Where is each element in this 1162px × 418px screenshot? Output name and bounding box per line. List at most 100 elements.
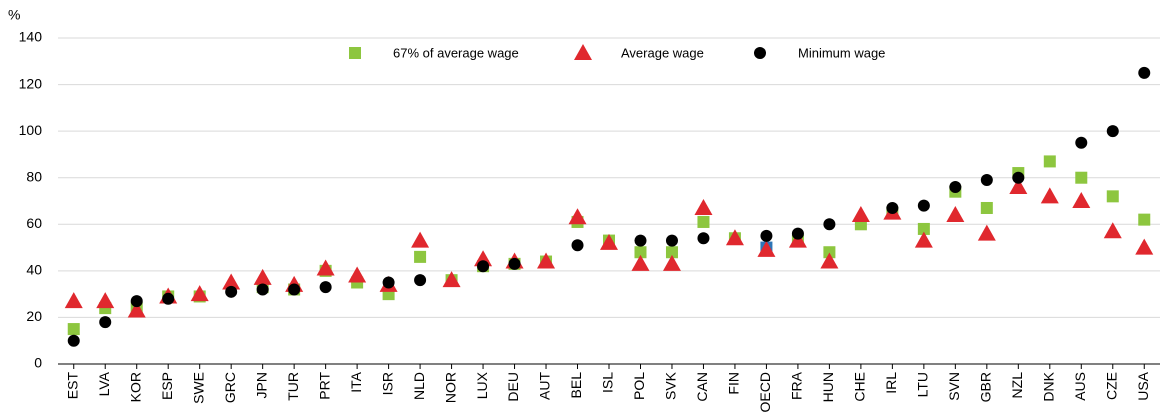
x-tick-label: GRC (222, 372, 238, 403)
point (1072, 192, 1091, 208)
point (67, 323, 80, 336)
point (917, 199, 930, 212)
x-tick-label: CHE (852, 372, 868, 402)
x-tick-label: KOR (127, 372, 143, 402)
point (886, 201, 899, 214)
point (760, 229, 773, 242)
point (665, 246, 678, 259)
legend-label: Minimum wage (798, 45, 885, 60)
point (411, 231, 430, 248)
point (1075, 171, 1088, 184)
legend-marker (754, 47, 766, 59)
point (537, 252, 556, 269)
point (980, 201, 993, 214)
x-tick-label: BEL (568, 372, 584, 399)
x-tick-label: SVK (663, 371, 679, 400)
point (1040, 187, 1059, 204)
x-tick-label: FIN (726, 372, 742, 395)
x-tick-label: FRA (789, 371, 805, 400)
point (823, 246, 836, 259)
y-tick-label: 20 (26, 308, 42, 324)
point (1009, 178, 1028, 195)
x-tick-label: OECD (757, 372, 773, 412)
point (225, 285, 238, 298)
x-tick-label: USA (1135, 371, 1151, 400)
point (917, 222, 930, 235)
y-tick-label: 60 (26, 215, 42, 231)
x-tick-label: JPN (253, 372, 269, 398)
point (127, 301, 146, 318)
y-tick-label: 40 (26, 262, 42, 278)
x-tick-label: PRT (316, 372, 332, 400)
x-tick-label: LTU (915, 372, 931, 397)
x-tick-label: EST (64, 372, 80, 400)
point (568, 208, 587, 225)
x-tick-label: LUX (474, 371, 490, 399)
x-tick-label: DEU (505, 372, 521, 402)
legend-label: Average wage (621, 45, 704, 60)
point (946, 205, 965, 222)
legend-marker (349, 47, 361, 59)
x-tick-label: AUT (537, 372, 553, 400)
point (697, 232, 710, 245)
point (253, 268, 272, 285)
x-tick-label: GBR (978, 372, 994, 402)
point (694, 198, 713, 215)
point (634, 246, 647, 259)
x-tick-label: NOR (442, 372, 458, 403)
x-tick-label: ESP (159, 372, 175, 400)
point (571, 239, 584, 252)
point (851, 205, 870, 222)
point (1106, 125, 1119, 138)
point (600, 233, 618, 250)
point (914, 231, 933, 248)
point (222, 273, 241, 290)
x-tick-label: CAN (694, 372, 710, 402)
point (99, 316, 112, 329)
point (1012, 171, 1025, 184)
point (1138, 66, 1151, 79)
point (697, 215, 710, 228)
point (757, 240, 776, 257)
x-tick-label: ITA (348, 371, 364, 392)
point (1075, 136, 1088, 149)
x-tick-label: TUR (285, 372, 301, 401)
point (130, 295, 143, 308)
x-tick-label: POL (631, 372, 647, 400)
point (665, 234, 678, 247)
point (1106, 190, 1119, 203)
point (1043, 155, 1056, 168)
x-tick-label: AUS (1072, 372, 1088, 401)
point (791, 227, 804, 240)
point (162, 292, 175, 305)
y-tick-label: 100 (19, 122, 43, 138)
point (1135, 238, 1154, 255)
y-tick-label: 80 (26, 168, 42, 184)
point (348, 266, 367, 283)
x-tick-label: IRL (883, 372, 899, 394)
point (256, 283, 269, 296)
point (288, 283, 301, 296)
x-tick-label: NLD (411, 372, 427, 400)
x-tick-label: LVA (96, 371, 112, 396)
point (414, 250, 427, 263)
point (823, 218, 836, 231)
x-tick-label: HUN (820, 372, 836, 402)
point (949, 181, 962, 194)
x-tick-label: CZE (1103, 372, 1119, 400)
point (508, 257, 521, 270)
point (474, 250, 493, 267)
point (631, 254, 650, 271)
y-tick-label: 120 (19, 75, 43, 91)
point (319, 281, 332, 294)
point (820, 252, 839, 269)
y-unit-label: % (8, 7, 20, 23)
point (190, 285, 209, 302)
point (977, 224, 996, 241)
point (725, 229, 744, 246)
point (414, 274, 427, 287)
x-tick-label: ISR (379, 372, 395, 395)
point (662, 254, 681, 271)
x-tick-label: SVN (946, 372, 962, 401)
